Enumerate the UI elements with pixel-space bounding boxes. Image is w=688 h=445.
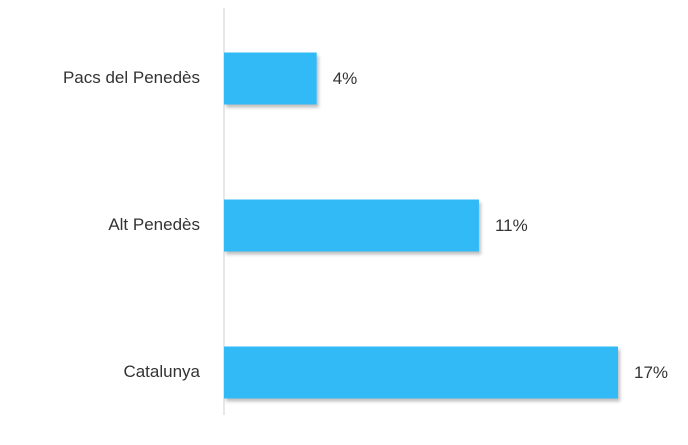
value-label: 11%	[495, 216, 528, 235]
bar	[224, 199, 479, 252]
value-label: 4%	[333, 69, 358, 88]
category-label: Pacs del Penedès	[63, 68, 200, 87]
category-label: Alt Penedès	[108, 215, 200, 234]
category-label: Catalunya	[123, 362, 200, 381]
value-label: 17%	[634, 363, 668, 382]
bar	[224, 346, 618, 399]
bar	[224, 52, 317, 105]
